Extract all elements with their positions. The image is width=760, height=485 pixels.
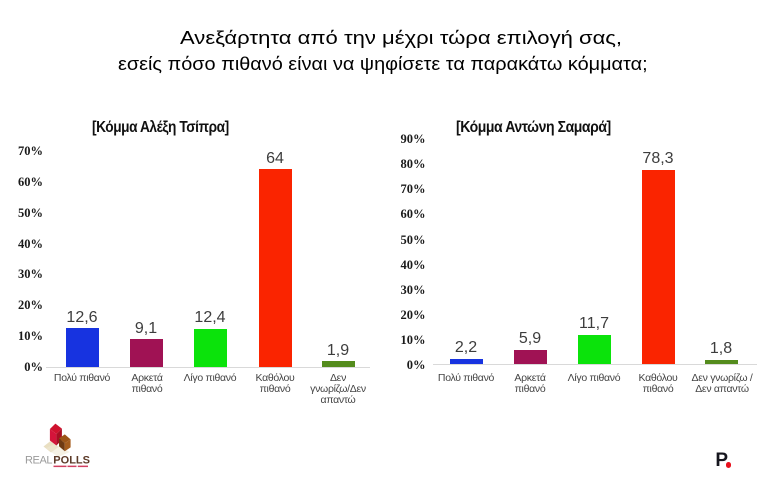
svg-text:POLLS: POLLS	[53, 455, 90, 467]
svg-text:REAL: REAL	[25, 455, 52, 467]
